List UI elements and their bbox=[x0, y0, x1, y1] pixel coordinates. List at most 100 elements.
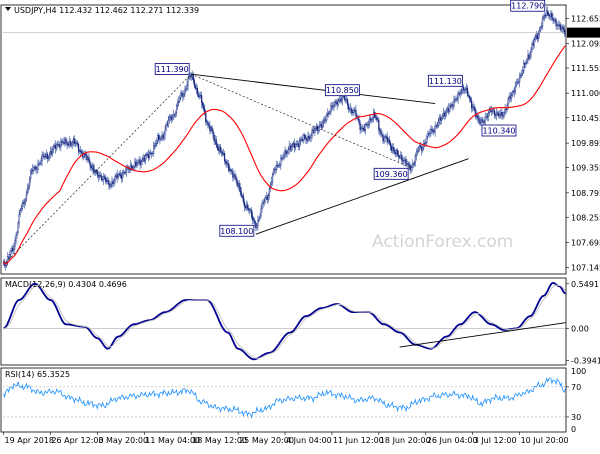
candle-body bbox=[479, 121, 481, 125]
candle-body bbox=[309, 137, 311, 140]
candle-body bbox=[209, 126, 211, 132]
candle-body bbox=[344, 99, 347, 101]
last-price-tag bbox=[567, 27, 600, 38]
candle-body bbox=[114, 176, 116, 182]
candle-body bbox=[409, 165, 411, 171]
candle-body bbox=[314, 128, 316, 131]
candle-body bbox=[136, 163, 138, 166]
trendline-3 bbox=[5, 73, 192, 263]
candle-body bbox=[31, 169, 33, 172]
candle-body bbox=[105, 178, 107, 182]
candle-body bbox=[293, 143, 296, 149]
candle-body bbox=[426, 136, 428, 143]
candle-body bbox=[263, 201, 265, 204]
candle-body bbox=[181, 93, 183, 95]
price-annotation-label: 112.790 bbox=[511, 2, 544, 11]
candle-body bbox=[455, 98, 457, 100]
candle-body bbox=[60, 141, 62, 148]
price-annotation-label: 111.130 bbox=[429, 77, 462, 86]
candle-body bbox=[67, 144, 69, 146]
candle-body bbox=[501, 111, 503, 116]
candle-body bbox=[146, 154, 149, 156]
candle-body bbox=[160, 138, 162, 140]
candle-body bbox=[44, 156, 46, 158]
candle-body bbox=[173, 114, 176, 116]
candle-body bbox=[440, 118, 443, 121]
candle-body bbox=[11, 247, 13, 251]
candle-body bbox=[135, 161, 137, 166]
candle-body bbox=[184, 89, 186, 94]
candle-body bbox=[383, 137, 385, 142]
candle-body bbox=[473, 106, 475, 108]
candle-body bbox=[259, 215, 261, 219]
candle-body bbox=[129, 168, 131, 170]
candle-body bbox=[328, 112, 330, 114]
rsi-panel-frame bbox=[0, 367, 567, 433]
candle-body bbox=[284, 150, 286, 156]
candle-body bbox=[117, 174, 119, 179]
candle-body bbox=[211, 127, 213, 131]
x-tick-label: 26 Jun 04:00 bbox=[427, 436, 478, 445]
candle-body bbox=[223, 153, 226, 162]
candle-body bbox=[557, 24, 559, 26]
candle-body bbox=[118, 173, 120, 176]
candle-body bbox=[476, 115, 478, 118]
candle-body bbox=[133, 166, 135, 169]
candle-body bbox=[526, 59, 528, 63]
price-y-tick-label: 107.695 bbox=[571, 239, 600, 248]
candle-body bbox=[539, 27, 542, 32]
trendline-1 bbox=[191, 73, 436, 105]
candle-body bbox=[260, 208, 262, 217]
candle-body bbox=[374, 112, 376, 117]
candle-body bbox=[281, 157, 283, 159]
candle-body bbox=[70, 144, 72, 146]
candle-body bbox=[407, 163, 409, 165]
candle-body bbox=[513, 91, 516, 92]
candle-body bbox=[303, 134, 305, 141]
candle-body bbox=[351, 108, 353, 114]
candle-body bbox=[529, 54, 531, 59]
candle-body bbox=[76, 142, 79, 145]
candle-body bbox=[71, 142, 73, 145]
candle-body bbox=[525, 62, 527, 65]
candle-body bbox=[560, 27, 562, 30]
candle-body bbox=[196, 88, 199, 95]
candle-body bbox=[436, 125, 438, 128]
candle-body bbox=[496, 112, 498, 116]
x-tick-label: 4 Jun 04:00 bbox=[286, 436, 332, 445]
candle-body bbox=[86, 155, 88, 160]
candle-body bbox=[287, 149, 289, 153]
candle-body bbox=[174, 112, 177, 116]
candle-body bbox=[92, 165, 94, 170]
candle-body bbox=[394, 152, 397, 155]
candle-body bbox=[382, 135, 384, 142]
candle-body bbox=[119, 173, 121, 176]
candle-body bbox=[149, 152, 152, 154]
candle-body bbox=[530, 49, 532, 55]
candle-body bbox=[170, 116, 172, 120]
trendline-2 bbox=[255, 158, 469, 235]
candle-body bbox=[308, 135, 310, 140]
candle-body bbox=[387, 139, 389, 143]
candle-body bbox=[550, 12, 552, 17]
candle-body bbox=[343, 95, 346, 100]
candle-body bbox=[441, 115, 444, 119]
candle-body bbox=[199, 95, 202, 97]
candle-body bbox=[192, 74, 194, 81]
candle-body bbox=[544, 15, 546, 17]
candle-body bbox=[251, 209, 253, 218]
candle-body bbox=[191, 74, 193, 77]
candle-body bbox=[132, 167, 134, 169]
candle-body bbox=[395, 150, 398, 155]
candle-body bbox=[352, 112, 354, 114]
candle-body bbox=[62, 141, 64, 143]
candle-body bbox=[98, 175, 101, 177]
candle-body bbox=[507, 99, 509, 106]
candle-body bbox=[324, 119, 326, 121]
candle-body bbox=[423, 143, 425, 148]
candle-body bbox=[559, 24, 561, 30]
candle-body bbox=[508, 96, 510, 100]
candle-body bbox=[355, 109, 357, 117]
candle-body bbox=[456, 98, 458, 100]
candle-body bbox=[427, 133, 429, 137]
